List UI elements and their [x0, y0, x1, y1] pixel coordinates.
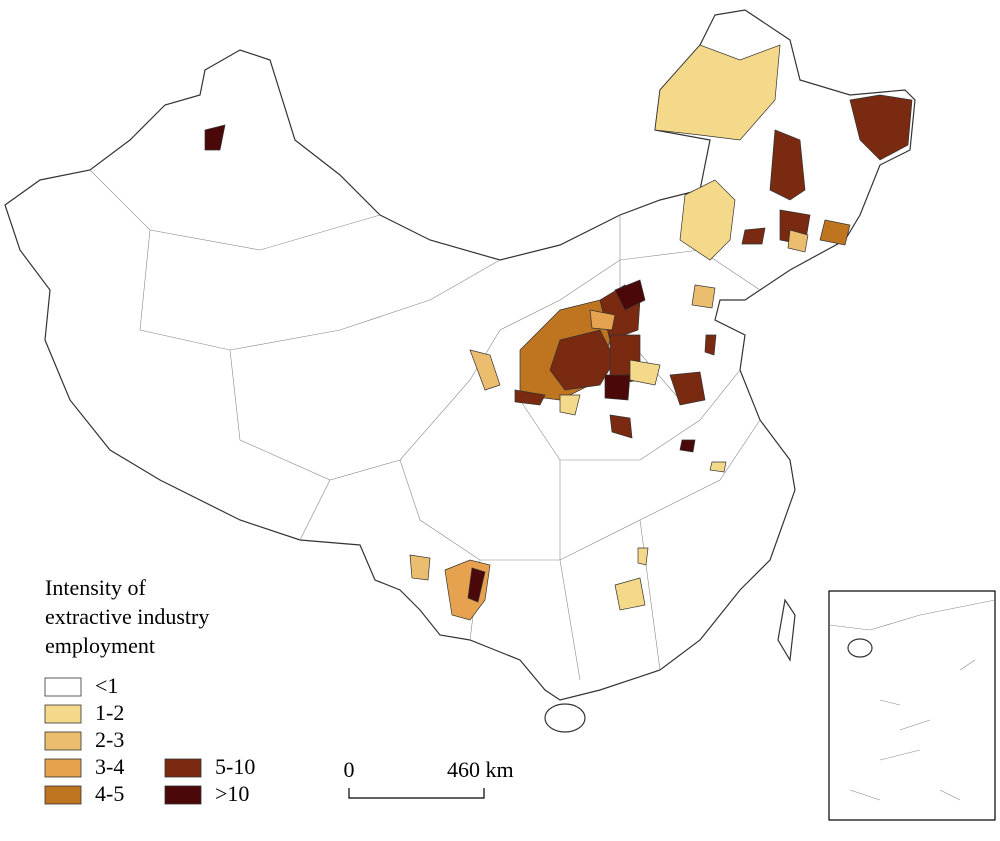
legend-label: <1: [95, 673, 118, 698]
region: [409, 554, 431, 581]
region: [589, 309, 616, 331]
legend-label: 5-10: [215, 754, 255, 779]
region: [614, 279, 646, 311]
legend: Intensity of extractive industry employmen…: [44, 575, 255, 806]
region: [444, 559, 491, 621]
region: [469, 349, 501, 391]
legend-label: 1-2: [95, 700, 124, 725]
region: [691, 284, 716, 309]
region: [637, 547, 649, 566]
legend-label: 3-4: [95, 754, 124, 779]
region: [787, 229, 809, 253]
legend-swatch: [164, 785, 202, 805]
region: [654, 44, 781, 141]
region: [769, 129, 806, 201]
region: [467, 567, 486, 603]
legend-title: extractive industry: [45, 604, 209, 629]
scale-start: 0: [344, 757, 355, 782]
region: [629, 359, 661, 386]
region: [604, 374, 631, 401]
region: [704, 334, 717, 356]
legend-label: 4-5: [95, 781, 124, 806]
legend-swatch: [44, 704, 82, 724]
region: [679, 439, 696, 453]
region: [741, 227, 766, 245]
region: [549, 329, 616, 391]
region: [514, 389, 546, 406]
legend-swatch: [44, 731, 82, 751]
legend-swatch: [44, 785, 82, 805]
legend-label: >10: [215, 781, 249, 806]
region: [609, 414, 633, 439]
region: [559, 394, 581, 416]
region-shading: [204, 44, 913, 621]
region: [849, 94, 913, 161]
scale-end: 460 km: [447, 757, 514, 782]
legend-title: Intensity of: [45, 575, 146, 600]
scale-bar: 0 460 km: [344, 757, 514, 799]
legend-swatch: [44, 758, 82, 778]
legend-title: employment: [45, 633, 155, 658]
legend-swatch: [164, 758, 202, 778]
region: [669, 371, 706, 406]
inset-map: [828, 590, 996, 821]
region: [679, 179, 736, 261]
legend-label: 2-3: [95, 727, 124, 752]
region: [819, 219, 851, 246]
region: [614, 577, 646, 611]
region: [204, 124, 226, 151]
region: [709, 461, 727, 473]
legend-swatch: [44, 677, 82, 697]
